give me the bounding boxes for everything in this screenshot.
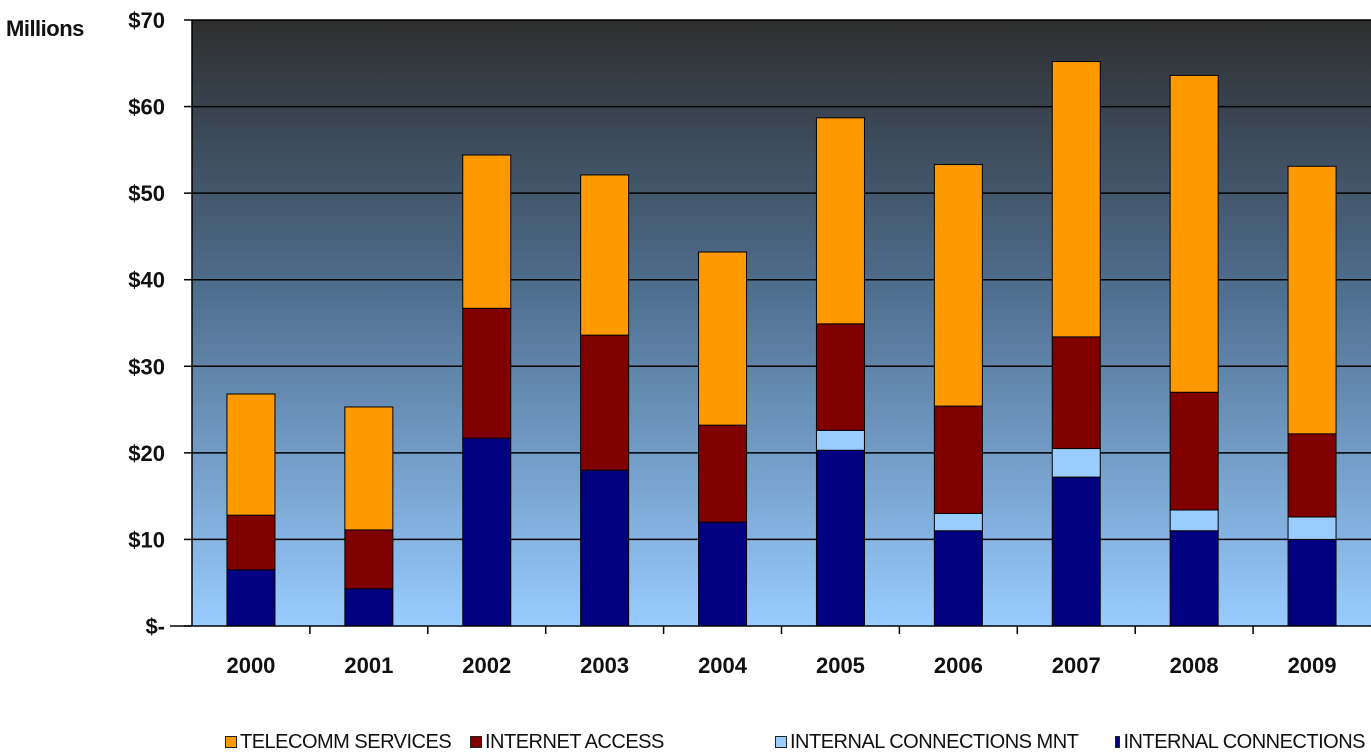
bars [226, 61, 1337, 627]
bar-segment-telecomm-services [815, 117, 865, 325]
bar-segment-telecomm-services [580, 174, 630, 336]
x-tick-label: 2009 [1288, 653, 1337, 678]
x-tick-label: 2004 [698, 653, 748, 678]
legend-swatch [775, 736, 787, 748]
legend-item-internal-connections-mnt: INTERNAL CONNECTIONS MNT [775, 730, 1115, 754]
y-tick-label: $20 [128, 441, 165, 466]
x-tick-label: 2007 [1052, 653, 1101, 678]
bar-segment-internet-access [933, 405, 983, 514]
legend: TELECOMM SERVICES INTERNET ACCESS INTERN… [225, 730, 1365, 754]
bar-segment-internet-access [462, 307, 512, 439]
bar-segment-internal-connections [344, 588, 394, 627]
bar-segment-internal-connections-mnt [1051, 448, 1101, 478]
legend-label: INTERNAL CONNECTIONS MNT [790, 730, 1079, 753]
bar-segment-internal-connections [1169, 530, 1219, 627]
bar-segment-telecomm-services [933, 164, 983, 407]
bar-segment-internal-connections [226, 569, 276, 627]
bar-segment-internal-connections [1287, 538, 1337, 627]
x-tick-label: 2005 [816, 653, 865, 678]
bar-segment-telecomm-services [226, 393, 276, 516]
x-tick-label: 2001 [344, 653, 393, 678]
x-tick-label: 2002 [462, 653, 511, 678]
bar-segment-internal-connections-mnt [815, 429, 865, 451]
x-tick-label: 2003 [580, 653, 629, 678]
bar-segment-internal-connections [462, 437, 512, 627]
bar-segment-telecomm-services [1287, 165, 1337, 435]
bar-segment-internal-connections-mnt [1169, 509, 1219, 532]
bar-segment-internal-connections [815, 449, 865, 627]
bar-segment-internal-connections [580, 469, 630, 627]
bar-segment-internet-access [580, 334, 630, 471]
legend-item-internal-connections: INTERNAL CONNECTIONS [1115, 730, 1365, 754]
bar-segment-internal-connections-mnt [933, 512, 983, 532]
legend-label: INTERNAL CONNECTIONS [1123, 730, 1365, 753]
bar-segment-internet-access [1287, 433, 1337, 518]
x-tick-labels: 2000 2001 2002 2003 2004 2005 2006 2007 2008 2009 [226, 653, 1336, 678]
bar-segment-telecomm-services [698, 251, 748, 426]
legend-swatch [470, 736, 482, 748]
bar-segment-telecomm-services [1051, 61, 1101, 338]
legend-item-telecomm-services: TELECOMM SERVICES [225, 730, 470, 754]
bar-segment-internet-access [1051, 336, 1101, 450]
legend-item-internet-access: INTERNET ACCESS [470, 730, 775, 754]
y-tick-label: $- [145, 614, 165, 639]
bar-segment-internal-connections [698, 521, 748, 627]
y-tick-label: $70 [128, 8, 165, 33]
y-tick-label: $30 [128, 354, 165, 379]
y-tick-label: $60 [128, 95, 165, 120]
bar-segment-internet-access [344, 529, 394, 590]
legend-swatch [225, 736, 237, 748]
x-tick-label: 2006 [934, 653, 983, 678]
bar-segment-internet-access [815, 323, 865, 431]
bar-segment-telecomm-services [1169, 74, 1219, 393]
bar-segment-internet-access [1169, 391, 1219, 511]
x-tick-label: 2008 [1170, 653, 1219, 678]
axes [170, 19, 1371, 634]
bar-segment-internal-connections [1051, 476, 1101, 627]
bar-segment-internet-access [226, 514, 276, 571]
x-tick-label: 2000 [226, 653, 275, 678]
legend-label: INTERNET ACCESS [485, 730, 664, 753]
legend-label: TELECOMM SERVICES [240, 730, 452, 753]
bar-segment-internet-access [698, 424, 748, 523]
y-tick-label: $40 [128, 268, 165, 293]
bar-segment-internal-connections-mnt [1287, 516, 1337, 540]
bar-segment-internal-connections [933, 530, 983, 627]
bar-segment-telecomm-services [462, 154, 512, 309]
y-tick-label: $50 [128, 181, 165, 206]
legend-swatch [1115, 736, 1121, 748]
bar-segment-telecomm-services [344, 406, 394, 531]
y-tick-label: $10 [128, 527, 165, 552]
y-unit-label: Millions [6, 16, 84, 41]
y-tick-labels: $- $10 $20 $30 $40 $50 $60 $70 [128, 8, 165, 639]
